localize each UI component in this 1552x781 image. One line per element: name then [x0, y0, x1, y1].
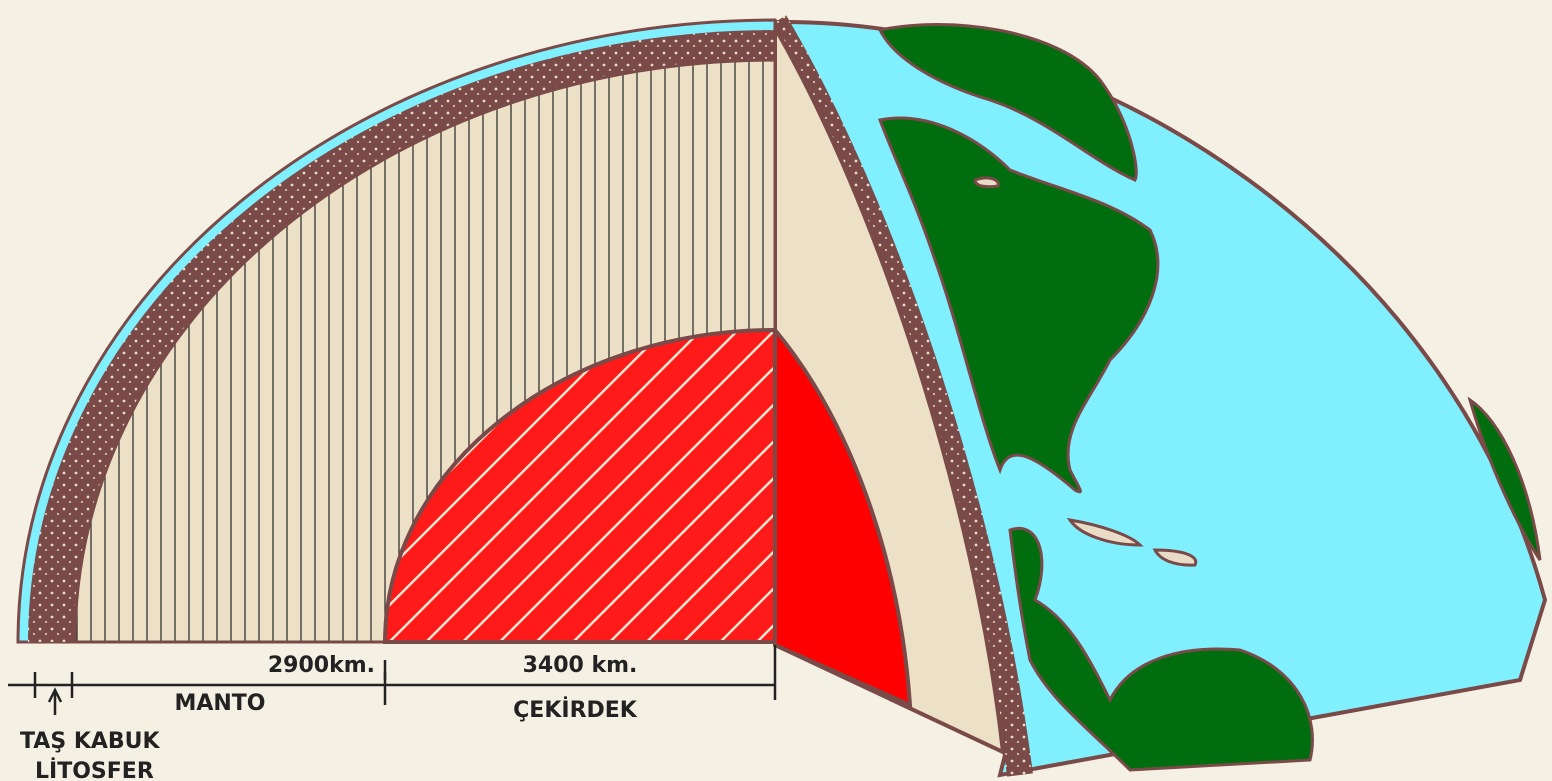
page: 2900km. 3400 km. MANTO ÇEKİRDEK TAŞ KABU…	[0, 0, 1552, 781]
mantle-distance: 2900km.	[268, 653, 375, 678]
core-label: ÇEKİRDEK	[513, 697, 638, 723]
lithosphere-label: LİTOSFER	[35, 758, 154, 781]
core-distance: 3400 km.	[523, 653, 638, 678]
mantle-label: MANTO	[174, 691, 265, 716]
crust-label: TAŞ KABUK	[20, 729, 161, 754]
earth-diagram: 2900km. 3400 km. MANTO ÇEKİRDEK TAŞ KABU…	[0, 0, 1552, 781]
